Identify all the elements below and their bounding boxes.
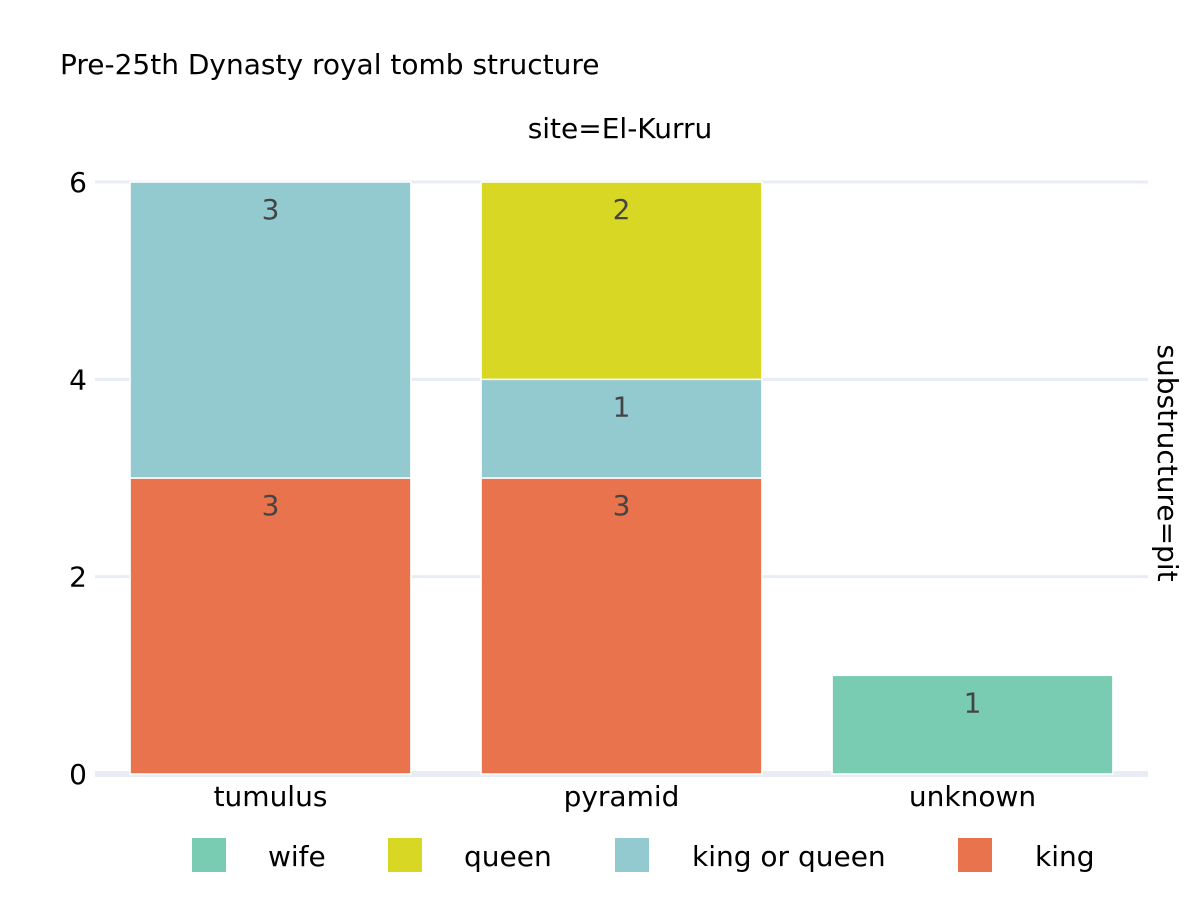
bars bbox=[129, 181, 1114, 775]
legend-label: queen bbox=[464, 840, 552, 873]
bar bbox=[480, 181, 763, 381]
bar bbox=[129, 477, 412, 775]
bar bbox=[831, 674, 1114, 775]
x-tick-label: pyramid bbox=[564, 780, 680, 813]
legend-swatch bbox=[958, 838, 992, 872]
data-label: 1 bbox=[613, 390, 631, 423]
bar bbox=[480, 378, 763, 479]
data-label: 1 bbox=[964, 686, 982, 719]
legend-label: king or queen bbox=[692, 840, 886, 873]
data-labels: 3 3 3 1 2 1 bbox=[262, 193, 982, 719]
chart-title: Pre-25th Dynasty royal tomb structure bbox=[60, 48, 600, 81]
bar bbox=[480, 477, 763, 775]
data-label: 3 bbox=[262, 489, 280, 522]
y-tick-label: 2 bbox=[69, 561, 87, 594]
y-tick-label: 0 bbox=[69, 758, 87, 791]
legend-swatch bbox=[615, 838, 649, 872]
data-label: 3 bbox=[613, 489, 631, 522]
data-label: 2 bbox=[613, 193, 631, 226]
legend-swatch bbox=[388, 838, 422, 872]
legend: wife queen king or queen king bbox=[192, 838, 1095, 873]
y-tick-label: 4 bbox=[69, 363, 87, 396]
y-tick-label: 6 bbox=[69, 166, 87, 199]
legend-label: king bbox=[1035, 840, 1095, 873]
data-label: 3 bbox=[262, 193, 280, 226]
x-tick-label: tumulus bbox=[214, 780, 328, 813]
legend-label: wife bbox=[268, 840, 326, 873]
legend-swatch bbox=[192, 838, 226, 872]
axes: 0 2 4 6 tumulus pyramid unknown bbox=[69, 166, 1036, 813]
x-tick-label: unknown bbox=[909, 780, 1036, 813]
facet-row-label: substructure=pit bbox=[1151, 344, 1184, 581]
bar bbox=[129, 181, 412, 479]
facet-column-label: site=El-Kurru bbox=[528, 112, 713, 145]
